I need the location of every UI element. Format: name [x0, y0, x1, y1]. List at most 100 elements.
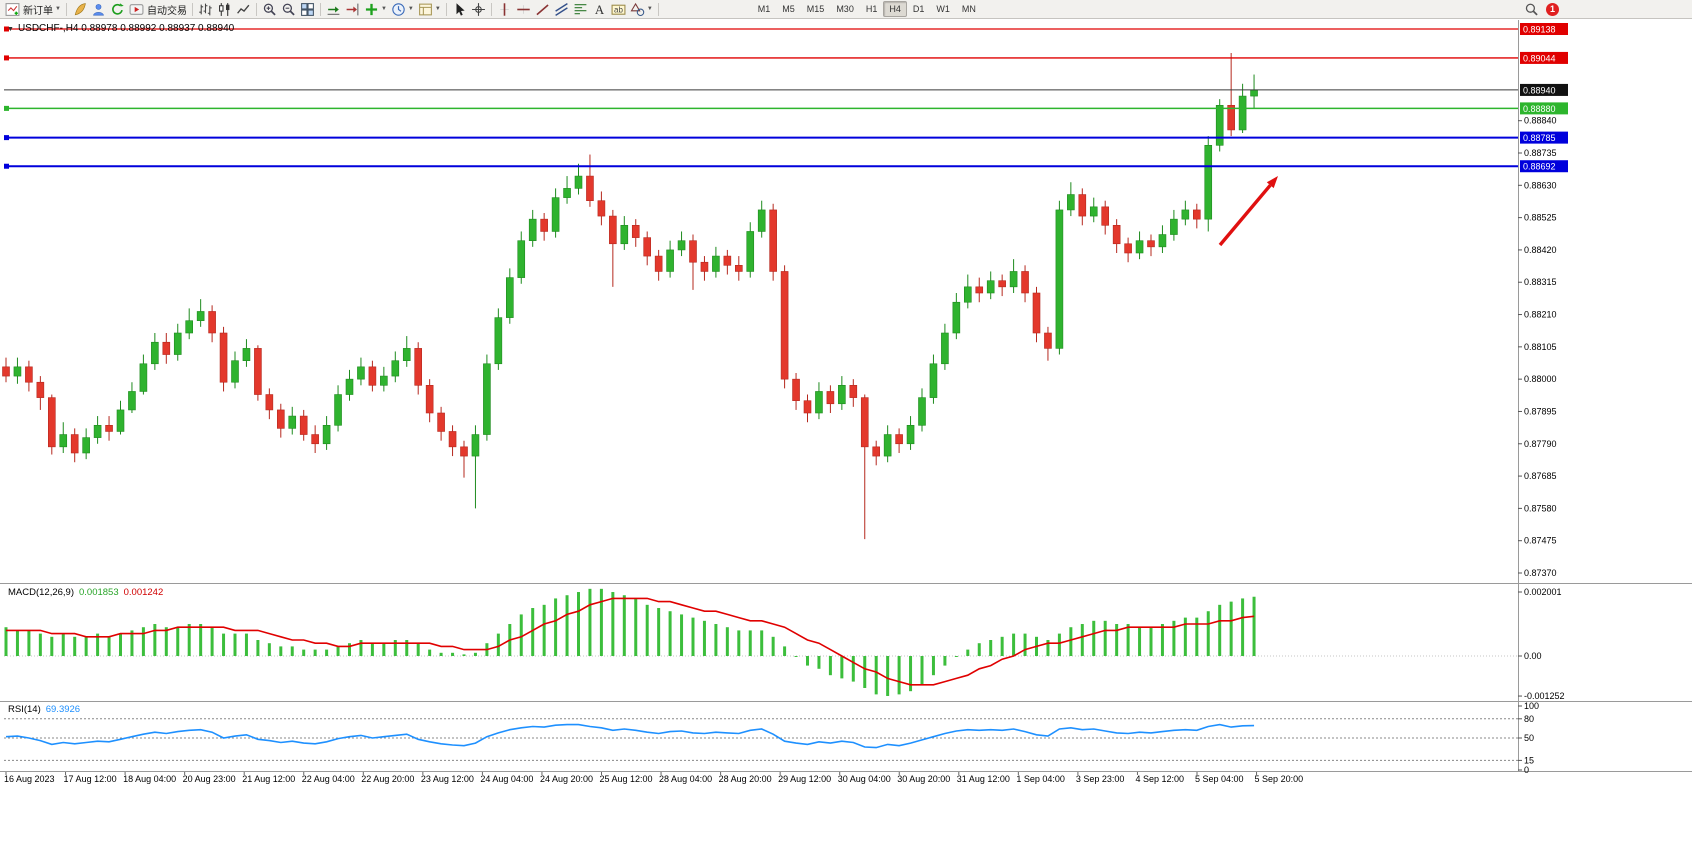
candle [254, 345, 262, 401]
candle [1135, 231, 1144, 260]
price-tick-label: 0.88525 [1524, 213, 1557, 223]
price-tick-label: 0.88840 [1524, 116, 1557, 126]
timeframe-m5-button[interactable]: M5 [782, 4, 795, 14]
candle [231, 351, 239, 389]
macd-histogram-bar [1069, 627, 1073, 656]
fibonacci-tool-icon[interactable] [571, 1, 590, 18]
price-axis[interactable]: 0.88840 0.88735 0.88630 0.88525 0.88420 0.883… [1518, 116, 1557, 578]
trend-arrow-annotation[interactable] [1218, 176, 1278, 247]
dropdown-caret-icon[interactable]: ▼ [434, 6, 441, 12]
vertical-line-tool-icon[interactable] [495, 1, 514, 18]
zoom-out-icon[interactable] [279, 1, 298, 18]
text-label-tool-icon[interactable]: ab [609, 1, 628, 18]
timeframe-mn-button[interactable]: MN [961, 4, 976, 14]
candlestick-chart-icon [218, 2, 230, 16]
line-anchor-handle[interactable] [4, 163, 9, 169]
tile-windows-icon[interactable] [298, 1, 317, 18]
candle [1032, 286, 1041, 343]
timeframe-h1-button[interactable]: H1 [865, 4, 878, 14]
time-tick-label: 16 Aug 2023 [4, 774, 55, 784]
candle [1147, 234, 1155, 257]
cursor-icon[interactable] [450, 1, 469, 18]
chart-shift-icon[interactable] [343, 1, 362, 18]
new-order-button[interactable]: 新订单 ▼ [3, 1, 63, 18]
rsi-axis-label: 0 [1524, 765, 1529, 775]
candle [574, 163, 583, 195]
add-indicator-icon[interactable]: ▼ [362, 1, 389, 18]
macd-axis-label: 0.002001 [1524, 587, 1562, 597]
macd-histogram-bar [577, 592, 580, 656]
macd-histogram-bar [325, 649, 329, 656]
macd-histogram-bar [565, 595, 569, 656]
line-anchor-handle[interactable] [4, 105, 9, 111]
timeframe-m1-button[interactable]: M1 [757, 4, 771, 14]
candle [208, 305, 216, 343]
candle [631, 219, 640, 247]
line-anchor-handle[interactable] [4, 135, 9, 141]
macd-histogram-bar [840, 656, 844, 679]
macd-histogram-bar [760, 630, 764, 656]
dropdown-caret-icon[interactable]: ▼ [380, 6, 387, 12]
candle [712, 246, 720, 278]
candle [93, 416, 102, 444]
toolbar-separator [657, 2, 659, 16]
macd-histogram-bar [1115, 624, 1119, 656]
crosshair-icon[interactable] [469, 1, 488, 18]
cursor-icon [456, 2, 465, 16]
timeframe-d1-button[interactable]: D1 [912, 4, 925, 14]
time-tick-label: 29 Aug 12:00 [778, 774, 831, 784]
trendline-tool-icon[interactable] [533, 1, 552, 18]
candle [380, 366, 388, 392]
candle [597, 191, 606, 226]
scripts-icon[interactable] [70, 1, 89, 18]
auto-scroll-icon[interactable] [324, 1, 343, 18]
macd-histogram-bar [588, 588, 592, 656]
templates-icon[interactable]: ▼ [416, 1, 443, 18]
macd-histogram-bar [119, 633, 122, 656]
horizontal-line-tool-icon[interactable] [514, 1, 533, 18]
timeframe-m30-button[interactable]: M30 [836, 4, 854, 14]
channel-tool-icon[interactable] [552, 1, 571, 18]
line-anchor-handle[interactable] [4, 26, 9, 32]
time-axis[interactable]: 16 Aug 2023 17 Aug 12:00 18 Aug 04:00 20 Au… [4, 772, 1303, 784]
macd-histogram-bar [554, 598, 558, 656]
macd-histogram-bar [599, 588, 603, 656]
auto-trading-button[interactable]: 自动交易 [127, 1, 189, 18]
macd-histogram-bar [393, 640, 397, 656]
price-level-badge-label: 0.89138 [1523, 25, 1556, 35]
bar-chart-mode-icon[interactable] [196, 1, 215, 18]
line-chart-mode-icon[interactable] [234, 1, 253, 18]
zoom-in-icon [263, 3, 276, 15]
candle [700, 256, 709, 281]
timeframe-m15-button[interactable]: M15 [806, 4, 825, 14]
shapes-tool-icon[interactable]: ▼ [628, 1, 655, 18]
search-button[interactable] [1522, 1, 1541, 18]
text-tool-icon[interactable]: A [590, 1, 609, 18]
bid-price-badge-label: 0.88940 [1523, 85, 1556, 95]
dropdown-caret-icon[interactable]: ▼ [55, 6, 61, 12]
candle [815, 382, 823, 420]
timeframe-w1-button[interactable]: W1 [936, 4, 950, 14]
rsi-pane: 100 80 50 150 [4, 701, 1539, 775]
macd-histogram-bar [359, 640, 363, 656]
timeframe-h4-button[interactable]: H4 [883, 1, 907, 17]
zoom-in-icon[interactable] [260, 1, 279, 18]
candlestick-mode-icon[interactable] [215, 1, 234, 18]
time-tick-label: 5 Sep 04:00 [1195, 774, 1244, 784]
dropdown-caret-icon[interactable]: ▼ [646, 6, 653, 12]
candle [36, 376, 45, 410]
dropdown-caret-icon[interactable]: ▼ [407, 6, 414, 12]
macd-histogram-bar [943, 656, 947, 666]
clock-icon [392, 2, 405, 16]
refresh-icon[interactable] [108, 1, 127, 18]
candle [826, 385, 835, 413]
macd-histogram-bar [416, 643, 420, 656]
notification-badge[interactable]: 1 [1546, 2, 1559, 16]
new-order-icon [5, 2, 20, 16]
line-anchor-handle[interactable] [4, 55, 9, 61]
periods-icon[interactable]: ▼ [389, 1, 416, 18]
chart-collapse-icon[interactable]: ▼ [7, 26, 14, 33]
macd-histogram-bar [1000, 636, 1004, 656]
profiles-icon[interactable] [89, 1, 108, 18]
